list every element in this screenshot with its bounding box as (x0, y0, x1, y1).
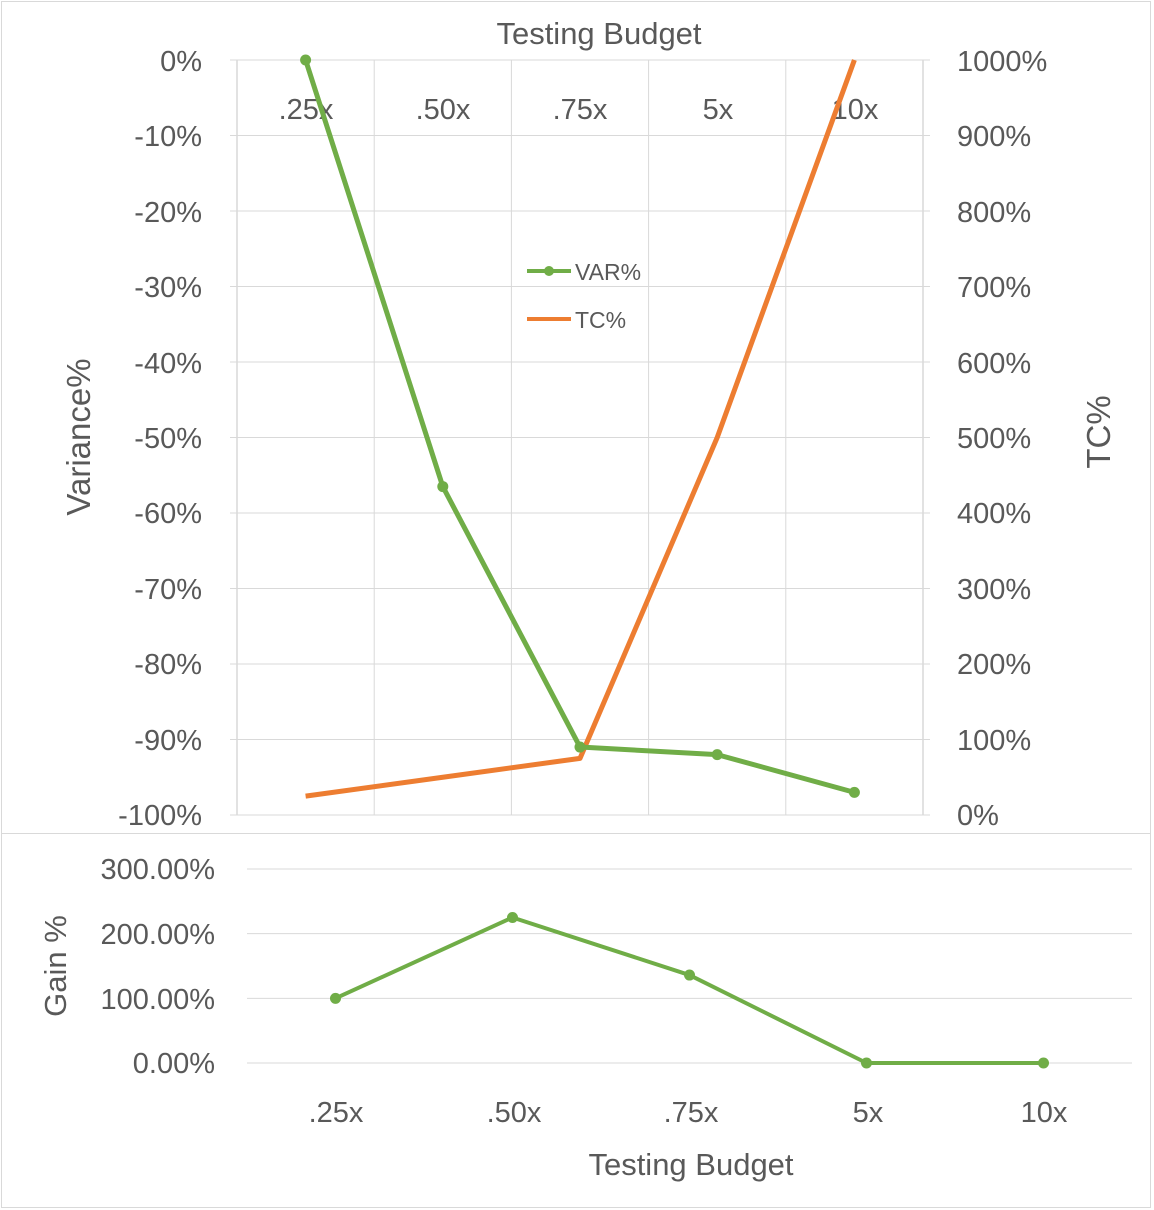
category-label: 10x (1021, 1097, 1068, 1129)
left-tick-label: -60% (134, 498, 202, 530)
top-chart-title: Testing Budget (496, 16, 701, 51)
var-series-line (303, 59, 856, 795)
gain-tick-label: 0.00% (133, 1048, 215, 1080)
category-label: .25x (309, 1097, 364, 1129)
left-tick-label: -30% (134, 272, 202, 304)
left-axis-tick-labels: 0% -10% -20% -30% -40% -50% -60% -70% -8… (118, 46, 202, 832)
gain-data-point (861, 1057, 872, 1069)
legend-var-marker (544, 266, 554, 276)
category-label: .75x (664, 1097, 719, 1129)
gain-tick-label: 200.00% (101, 919, 216, 951)
gain-tick-label: 100.00% (101, 984, 216, 1016)
variance-tc-chart: Testing Budget Variance% TC% 0% -10% -20… (60, 16, 1117, 832)
right-tick-label: 600% (957, 348, 1031, 380)
legend: VAR% TC% (527, 259, 641, 333)
gain-data-point (1038, 1057, 1049, 1069)
top-series-layer (300, 54, 860, 799)
left-tick-label: -40% (134, 348, 202, 380)
var-data-point (848, 786, 860, 798)
gain-x-axis-label: Testing Budget (588, 1147, 793, 1182)
right-tick-label: 500% (957, 423, 1031, 455)
var-data-point (711, 749, 723, 761)
gain-data-point (507, 912, 518, 923)
gain-tick-labels: 300.00% 200.00% 100.00% 0.00% (101, 854, 216, 1080)
variance-axis-label: Variance% (60, 358, 97, 515)
left-tick-label: 0% (160, 46, 202, 78)
gain-series-line (334, 915, 1044, 1065)
right-tick-label: 100% (957, 725, 1031, 757)
right-axis-tick-labels: 1000% 900% 800% 700% 600% 500% 400% 300%… (957, 46, 1047, 832)
tc-series-line (305, 59, 857, 799)
legend-var-label: VAR% (575, 259, 641, 285)
top-gridlines (230, 59, 930, 816)
right-tick-label: 1000% (957, 46, 1047, 78)
gain-data-point (684, 969, 695, 981)
var-data-point (574, 741, 586, 753)
left-tick-label: -80% (134, 649, 202, 681)
category-label: .50x (487, 1097, 542, 1129)
gain-category-labels: .25x .50x .75x 5x 10x (309, 1097, 1068, 1129)
var-data-point (300, 54, 312, 66)
variance-tc-chart-panel: Testing Budget Variance% TC% 0% -10% -20… (1, 1, 1151, 834)
gain-gridlines (247, 868, 1132, 1064)
gain-series-layer (330, 912, 1049, 1069)
category-label: .75x (553, 94, 608, 126)
top-category-labels: .25x .50x .75x 5x 10x (279, 94, 879, 126)
category-label: .50x (416, 94, 471, 126)
left-tick-label: -90% (134, 725, 202, 757)
gain-chart-panel: Gain % 300.00% 200.00% 100.00% 0.00% .25… (1, 833, 1151, 1208)
right-tick-label: 0% (957, 800, 999, 832)
category-label: 5x (703, 94, 734, 126)
right-tick-label: 900% (957, 121, 1031, 153)
left-tick-label: -50% (134, 423, 202, 455)
tc-axis-label: TC% (1080, 395, 1117, 468)
left-tick-label: -10% (134, 121, 202, 153)
left-tick-label: -70% (134, 574, 202, 606)
left-tick-label: -100% (118, 800, 202, 832)
legend-tc-label: TC% (575, 307, 626, 333)
right-tick-label: 300% (957, 574, 1031, 606)
right-tick-label: 200% (957, 649, 1031, 681)
right-tick-label: 800% (957, 197, 1031, 229)
left-tick-label: -20% (134, 197, 202, 229)
right-tick-label: 400% (957, 498, 1031, 530)
category-label: 5x (853, 1097, 884, 1129)
gain-chart: Gain % 300.00% 200.00% 100.00% 0.00% .25… (38, 854, 1132, 1182)
gain-axis-label: Gain % (38, 915, 73, 1017)
var-data-point (437, 481, 449, 493)
gain-data-point (330, 992, 341, 1004)
gain-tick-label: 300.00% (101, 854, 216, 886)
right-tick-label: 700% (957, 272, 1031, 304)
